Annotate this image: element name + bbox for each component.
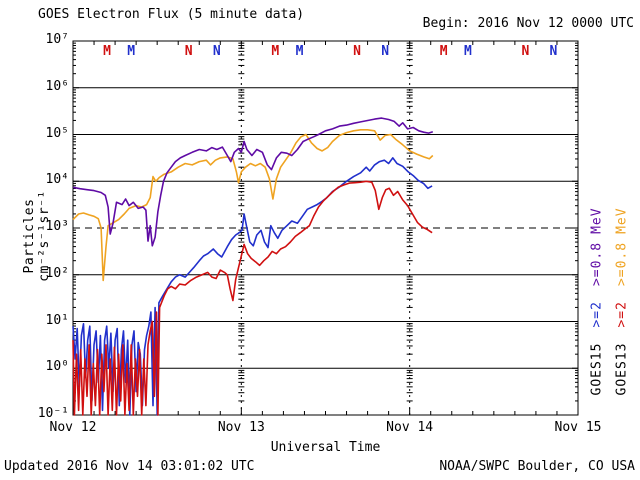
trace-goes15-blue: [72, 157, 433, 416]
marker-n-goes15: N: [381, 44, 390, 59]
y-tick-label: 10⁷: [45, 32, 69, 47]
marker-m-goes13: M: [103, 44, 111, 59]
marker-n-goes13: N: [353, 44, 361, 59]
y-tick-label: 10⁻¹: [37, 406, 69, 421]
legend-column-goes15: GOES15 >=2 >=0.8 MeV: [589, 144, 605, 396]
y-tick-label: 10⁵: [45, 125, 69, 141]
y-tick-label: 10²: [45, 265, 69, 281]
trace-goes15-purple: [72, 117, 434, 247]
x-tick-label: Nov 15: [554, 420, 602, 435]
legend-column-goes13: GOES13 >=2 >=0.8 MeV: [614, 144, 630, 396]
y-tick-label: 10⁶: [45, 78, 69, 94]
legend-text: >=2: [589, 301, 605, 328]
y-axis-title: Particles cm⁻²s⁻¹sr⁻¹: [22, 190, 52, 282]
legend-text: GOES15: [589, 342, 605, 396]
legend-text: >=2: [614, 301, 630, 328]
x-tick-label: Nov 12: [49, 420, 97, 435]
begin-timestamp: Begin: 2016 Nov 12 0000 UTC: [422, 16, 634, 31]
y-tick-label: 10⁴: [45, 172, 69, 188]
marker-m-goes13: M: [271, 44, 280, 59]
x-tick-label: Nov 13: [217, 420, 265, 435]
credit-text: NOAA/SWPC Boulder, CO USA: [439, 459, 635, 474]
marker-n-goes15: N: [212, 44, 221, 59]
marker-m-goes15: M: [127, 44, 136, 59]
updated-timestamp: Updated 2016 Nov 14 03:01:02 UTC: [4, 459, 255, 474]
y-tick-label: 10³: [45, 219, 69, 234]
marker-n-goes13: N: [184, 44, 193, 59]
y-tick-label: 10⁰: [45, 359, 69, 375]
marker-n-goes15: N: [549, 44, 558, 59]
x-axis-title: Universal Time: [270, 440, 381, 455]
legend-text: >=0.8: [614, 241, 630, 287]
marker-m-goes13: M: [439, 44, 448, 59]
trace-goes13-red: [72, 180, 433, 416]
legend-text: GOES13: [614, 342, 630, 396]
x-tick-label: Nov 14: [386, 420, 434, 435]
marker-n-goes13: N: [521, 44, 530, 59]
marker-m-goes15: M: [463, 44, 472, 59]
legend-text: MeV: [589, 207, 605, 234]
trace-goes13-orange: [72, 129, 434, 282]
y-tick-label: 10¹: [45, 312, 69, 328]
legend-text: MeV: [614, 207, 630, 234]
marker-m-goes15: M: [295, 44, 304, 59]
page-title: GOES Electron Flux (5 minute data): [38, 7, 305, 22]
legend-text: >=0.8: [589, 241, 605, 287]
